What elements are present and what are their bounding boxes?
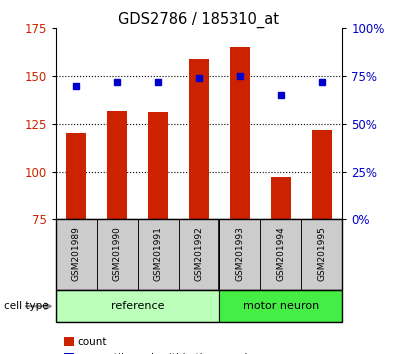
- Text: count: count: [78, 337, 107, 347]
- Bar: [148, 113, 168, 219]
- Bar: [271, 177, 291, 219]
- Text: GSM201993: GSM201993: [236, 226, 244, 281]
- Bar: [260, 219, 301, 290]
- Text: GSM201994: GSM201994: [276, 226, 285, 281]
- Text: GSM201992: GSM201992: [195, 226, 203, 281]
- Bar: [56, 219, 97, 290]
- Bar: [138, 219, 179, 290]
- Bar: [189, 59, 209, 219]
- Bar: [97, 219, 138, 290]
- Bar: [219, 219, 260, 290]
- Bar: [179, 219, 219, 290]
- Text: motor neuron: motor neuron: [243, 301, 319, 311]
- Text: GSM201990: GSM201990: [113, 226, 122, 281]
- Text: GSM201989: GSM201989: [72, 226, 81, 281]
- Text: GSM201991: GSM201991: [154, 226, 162, 281]
- Bar: [312, 130, 332, 219]
- Title: GDS2786 / 185310_at: GDS2786 / 185310_at: [119, 12, 279, 28]
- Bar: [301, 219, 342, 290]
- Text: cell type: cell type: [4, 301, 49, 311]
- Text: GSM201995: GSM201995: [317, 226, 326, 281]
- Bar: [66, 133, 86, 219]
- Text: percentile rank within the sample: percentile rank within the sample: [78, 353, 254, 354]
- Bar: [56, 290, 219, 322]
- Bar: [107, 110, 127, 219]
- Bar: [219, 290, 342, 322]
- Bar: [230, 47, 250, 219]
- Text: reference: reference: [111, 301, 164, 311]
